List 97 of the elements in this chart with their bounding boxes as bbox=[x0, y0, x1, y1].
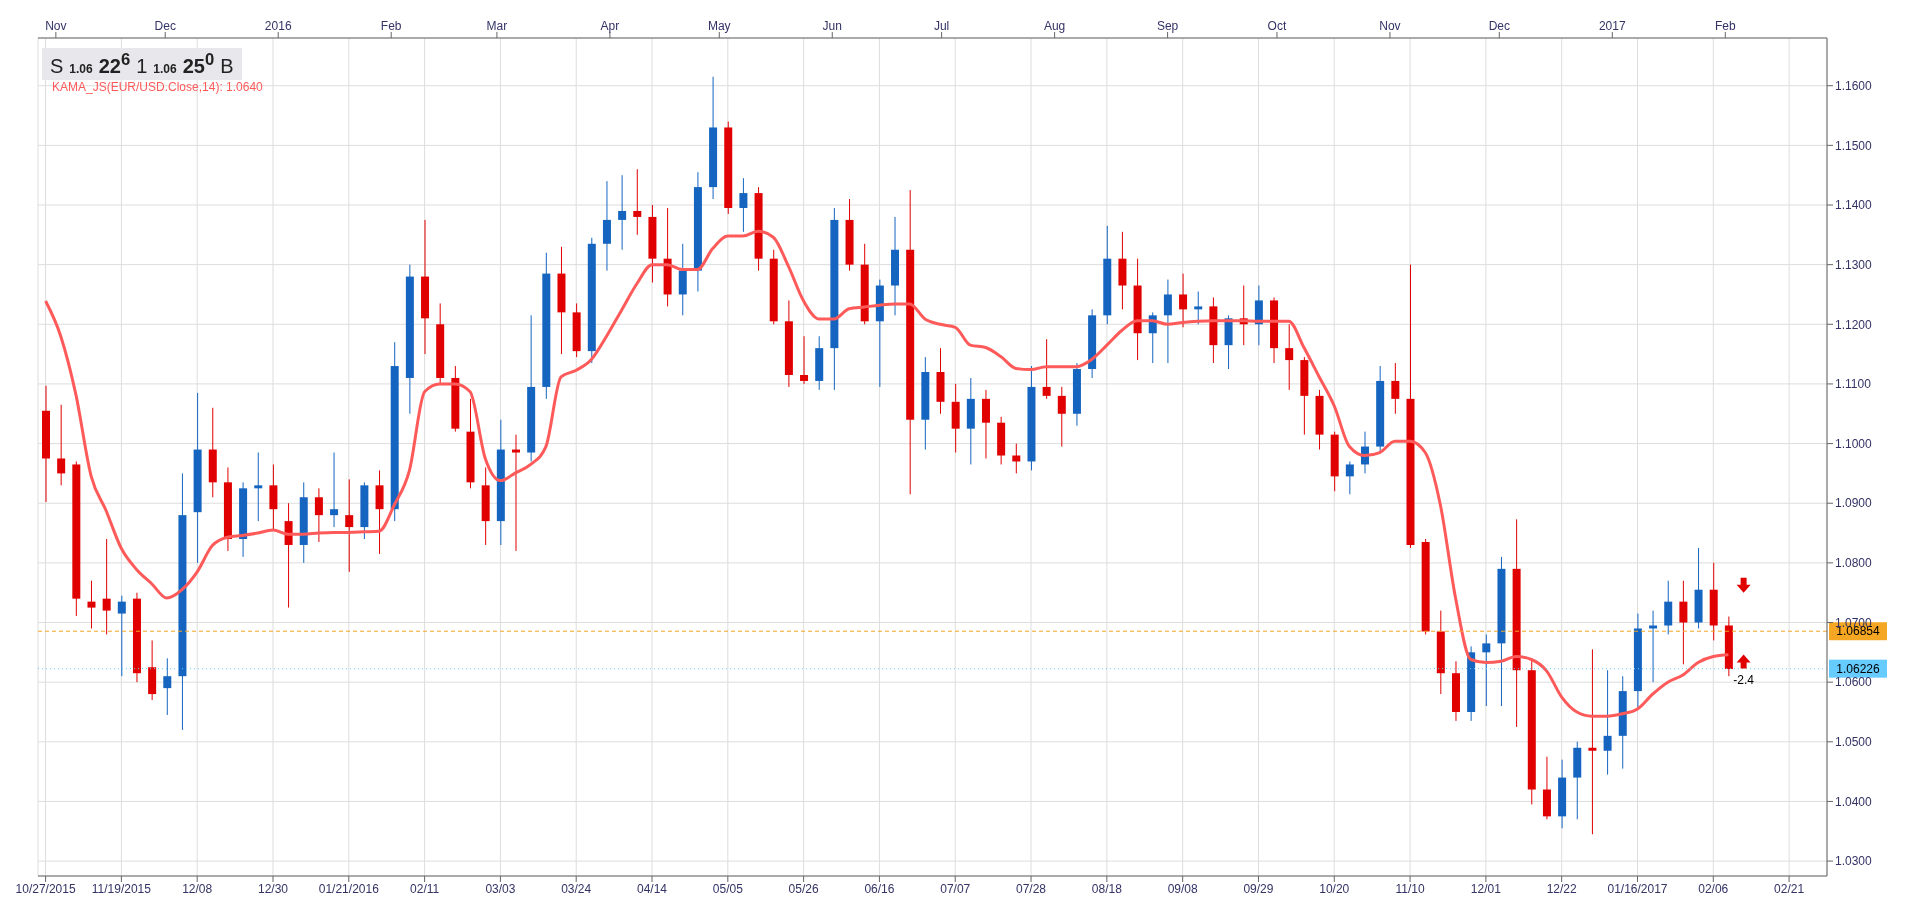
candlestick bbox=[57, 404, 66, 486]
y-tick-label: 1.1000 bbox=[1835, 436, 1873, 451]
x2-tick-label: Nov bbox=[45, 19, 67, 33]
x-tick-label: 01/16/2017 bbox=[1607, 881, 1668, 896]
candlestick bbox=[330, 452, 339, 528]
x-tick-label: 04/14 bbox=[637, 881, 668, 896]
annotation: S bbox=[50, 54, 64, 78]
x2-tick-label: Feb bbox=[1714, 19, 1736, 33]
candlestick bbox=[739, 177, 748, 233]
y-tick-label: 1.0600 bbox=[1835, 675, 1873, 690]
y-tick-label: 1.1300 bbox=[1835, 257, 1873, 272]
x2-tick-label: Apr bbox=[600, 19, 620, 33]
x-tick-label: 09/29 bbox=[1243, 881, 1274, 896]
y-tick-label: 1.0500 bbox=[1835, 735, 1873, 750]
x-tick-label: 02/06 bbox=[1698, 881, 1729, 896]
x-tick-label: 10/27/2015 bbox=[15, 881, 76, 896]
ref-line-label: 1.06226 bbox=[1836, 661, 1881, 676]
candlestick bbox=[314, 487, 323, 543]
candlestick bbox=[102, 538, 111, 635]
x-tick-label: 02/21 bbox=[1774, 881, 1805, 896]
x2-tick-label: Jun bbox=[822, 19, 842, 33]
annotation: B bbox=[220, 54, 234, 78]
candlestick bbox=[1057, 386, 1066, 448]
candlestick bbox=[800, 335, 809, 385]
x2-tick-label: Sep bbox=[1156, 19, 1179, 33]
candlestick bbox=[1285, 323, 1294, 391]
y-tick-label: 1.0300 bbox=[1835, 854, 1873, 869]
x-tick-label: 12/01 bbox=[1470, 881, 1502, 896]
line-series bbox=[44, 229, 1730, 718]
x2-tick-label: Jul bbox=[933, 19, 950, 33]
candlestick bbox=[1603, 669, 1612, 776]
y-tick-label: 1.1100 bbox=[1835, 377, 1872, 392]
candlestick bbox=[1391, 362, 1400, 415]
candlestick bbox=[981, 389, 990, 459]
candlestick bbox=[1163, 279, 1172, 364]
candlestick bbox=[345, 478, 354, 573]
candlestick bbox=[511, 434, 520, 552]
x-tick-label: 10/20 bbox=[1319, 881, 1350, 896]
x2-tick-label: May bbox=[707, 19, 731, 33]
candlestick bbox=[1679, 580, 1688, 665]
candlestick bbox=[117, 595, 126, 677]
x-tick-label: 12/08 bbox=[182, 881, 213, 896]
candlestick bbox=[254, 452, 263, 522]
candlestick bbox=[375, 469, 384, 555]
x-tick-label: 12/30 bbox=[257, 881, 289, 896]
x-tick-label: 12/22 bbox=[1546, 881, 1578, 896]
y-tick-label: 1.1200 bbox=[1835, 317, 1873, 332]
candlestick bbox=[1345, 460, 1354, 495]
x-tick-label: 11/10 bbox=[1395, 881, 1425, 896]
x-tick-label: 03/24 bbox=[561, 881, 592, 896]
y-tick-label: 1.0400 bbox=[1835, 794, 1873, 809]
candlestick bbox=[618, 174, 627, 251]
x-tick-label: 02/11 bbox=[410, 881, 440, 896]
x2-tick-label: Feb bbox=[380, 19, 402, 33]
x-tick-label: 05/26 bbox=[788, 881, 819, 896]
x2-tick-label: Mar bbox=[486, 19, 508, 33]
x2-tick-label: 2016 bbox=[264, 19, 292, 33]
annotation: 25$^{0}$ bbox=[182, 50, 215, 78]
candlestick bbox=[633, 168, 642, 236]
x2-tick-label: Aug bbox=[1043, 19, 1066, 33]
y-tick-label: 1.0800 bbox=[1835, 556, 1873, 571]
candlestick bbox=[1588, 648, 1597, 835]
x2-tick-label: Nov bbox=[1379, 19, 1401, 33]
candlestick bbox=[163, 657, 172, 716]
x2-tick-label: Oct bbox=[1267, 19, 1287, 33]
text: KAMA_JS(EUR/USD.Close,14): 1.0640 bbox=[52, 80, 263, 94]
x-tick-label: 07/07 bbox=[940, 881, 971, 896]
x2-tick-label: 2017 bbox=[1598, 19, 1626, 33]
annotation: -2.4 bbox=[1733, 673, 1755, 688]
candlestick bbox=[269, 463, 278, 531]
annotation: 1.06 bbox=[69, 61, 93, 76]
x2-tick-label: Dec bbox=[154, 19, 176, 33]
candlestick bbox=[1664, 580, 1673, 635]
x-tick-label: 03/03 bbox=[485, 881, 516, 896]
candlestick bbox=[1482, 633, 1491, 707]
x-tick-label: 11/19/2015 bbox=[91, 881, 152, 896]
candlestick bbox=[1179, 273, 1188, 328]
x-tick-label: 07/28 bbox=[1016, 881, 1047, 896]
y-tick-label: 1.1600 bbox=[1835, 78, 1873, 93]
x-tick-label: 06/16 bbox=[864, 881, 895, 896]
candlestick bbox=[602, 180, 611, 272]
annotation: 1.06 bbox=[153, 61, 177, 76]
x-tick-label: 09/08 bbox=[1167, 881, 1198, 896]
y-tick-label: 1.1400 bbox=[1835, 198, 1873, 213]
candlestick bbox=[1042, 338, 1051, 400]
candlestick bbox=[87, 580, 96, 629]
annotation: 1 bbox=[136, 54, 148, 78]
candlestick bbox=[678, 243, 687, 316]
y-tick-label: 1.1500 bbox=[1835, 138, 1873, 153]
x-tick-label: 08/18 bbox=[1091, 881, 1123, 896]
candlestick bbox=[1649, 610, 1658, 683]
x-tick-label: 05/05 bbox=[712, 881, 744, 896]
candlestick bbox=[1194, 290, 1203, 325]
annotation: 22$^{6}$ bbox=[98, 50, 131, 78]
x2-tick-label: Dec bbox=[1488, 19, 1510, 33]
x-tick-label: 01/21/2016 bbox=[318, 881, 380, 896]
y-tick-label: 1.0900 bbox=[1835, 496, 1873, 511]
